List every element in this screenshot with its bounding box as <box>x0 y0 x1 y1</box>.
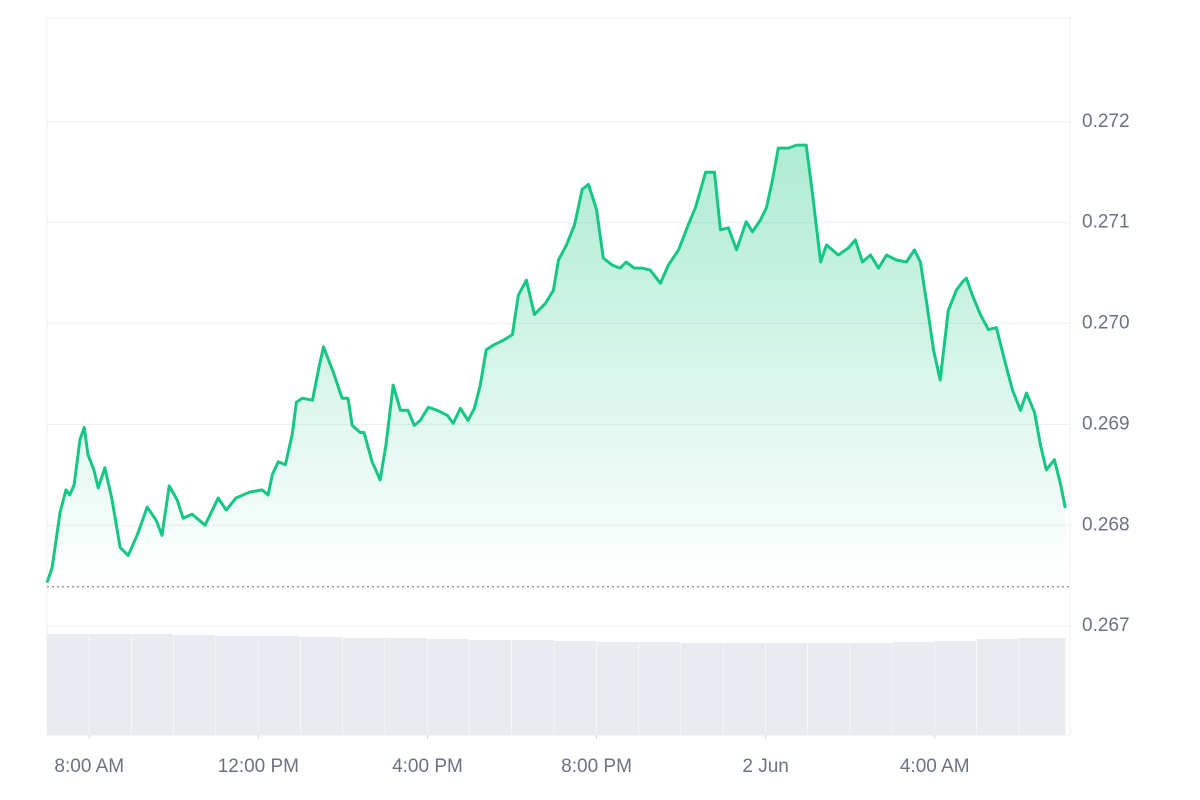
y-tick-label: 0.268 <box>1082 514 1130 535</box>
volume-bar <box>850 643 892 735</box>
volume-bar <box>258 636 301 735</box>
volume-bar <box>934 641 977 735</box>
volume-bar <box>554 641 597 735</box>
volume-bar <box>892 642 935 735</box>
volume-bar <box>723 643 766 735</box>
x-tick-label: 12:00 PM <box>218 756 299 777</box>
y-tick-label: 0.269 <box>1082 413 1130 434</box>
x-tick-label: 4:00 PM <box>392 756 463 777</box>
volume-bar <box>638 642 681 735</box>
volume-bar <box>427 639 470 735</box>
x-tick-label: 8:00 PM <box>561 756 632 777</box>
x-tick-label: 2 Jun <box>742 756 788 777</box>
volume-bar <box>216 636 258 735</box>
volume-bar <box>173 635 216 735</box>
volume-bar <box>131 634 174 735</box>
x-tick-label: 8:00 AM <box>54 756 124 777</box>
volume-bar <box>681 643 723 735</box>
volume-bar <box>807 643 850 735</box>
y-tick-label: 0.270 <box>1082 313 1130 334</box>
y-tick-label: 0.272 <box>1082 111 1130 132</box>
area-fill <box>47 145 1066 587</box>
volume-bar <box>469 640 512 735</box>
price-line <box>45 143 1067 584</box>
volume-bar <box>596 642 639 735</box>
volume-bar <box>512 640 554 735</box>
volume-bar <box>1019 638 1066 735</box>
x-tick-label: 4:00 AM <box>900 756 970 777</box>
volume-bar <box>765 643 808 735</box>
volume-bar <box>300 637 343 735</box>
volume-bar <box>342 638 385 735</box>
volume-bar <box>977 639 1019 735</box>
volume-bar <box>385 638 427 735</box>
volume-bar <box>89 634 132 735</box>
volume-bar <box>47 634 89 735</box>
y-tick-label: 0.271 <box>1082 212 1130 233</box>
y-tick-label: 0.267 <box>1082 615 1130 636</box>
